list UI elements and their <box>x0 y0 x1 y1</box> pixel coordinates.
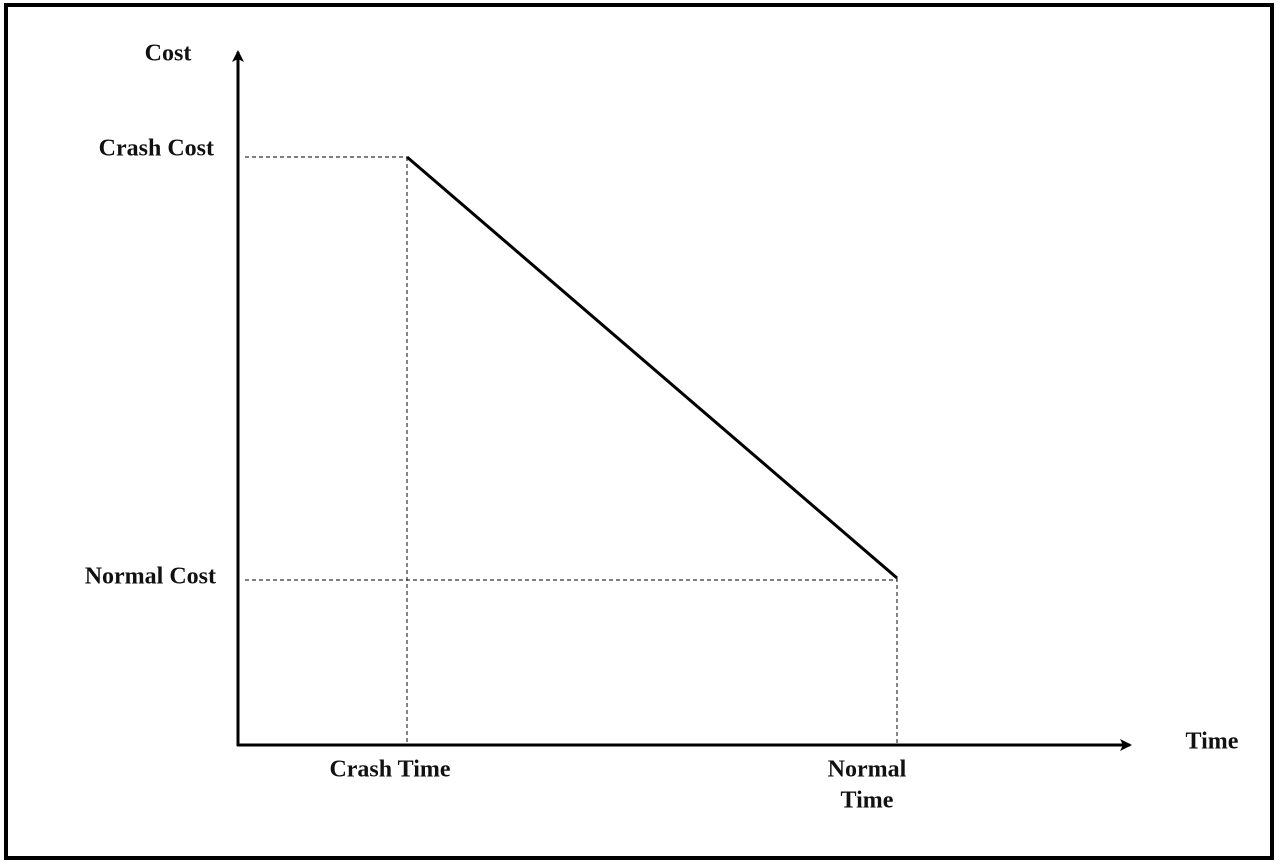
cost-line <box>406 155 898 580</box>
x-point-label: Crash Time <box>329 757 450 783</box>
x-point-label: Normal <box>828 757 907 783</box>
y-point-label: Crash Cost <box>99 136 214 162</box>
y-point-label: Normal Cost <box>85 564 216 590</box>
x-point-label: Time <box>841 788 894 814</box>
y-axis-label: Cost <box>145 41 192 67</box>
frame <box>4 3 1274 860</box>
x-axis-label: Time <box>1186 729 1239 755</box>
